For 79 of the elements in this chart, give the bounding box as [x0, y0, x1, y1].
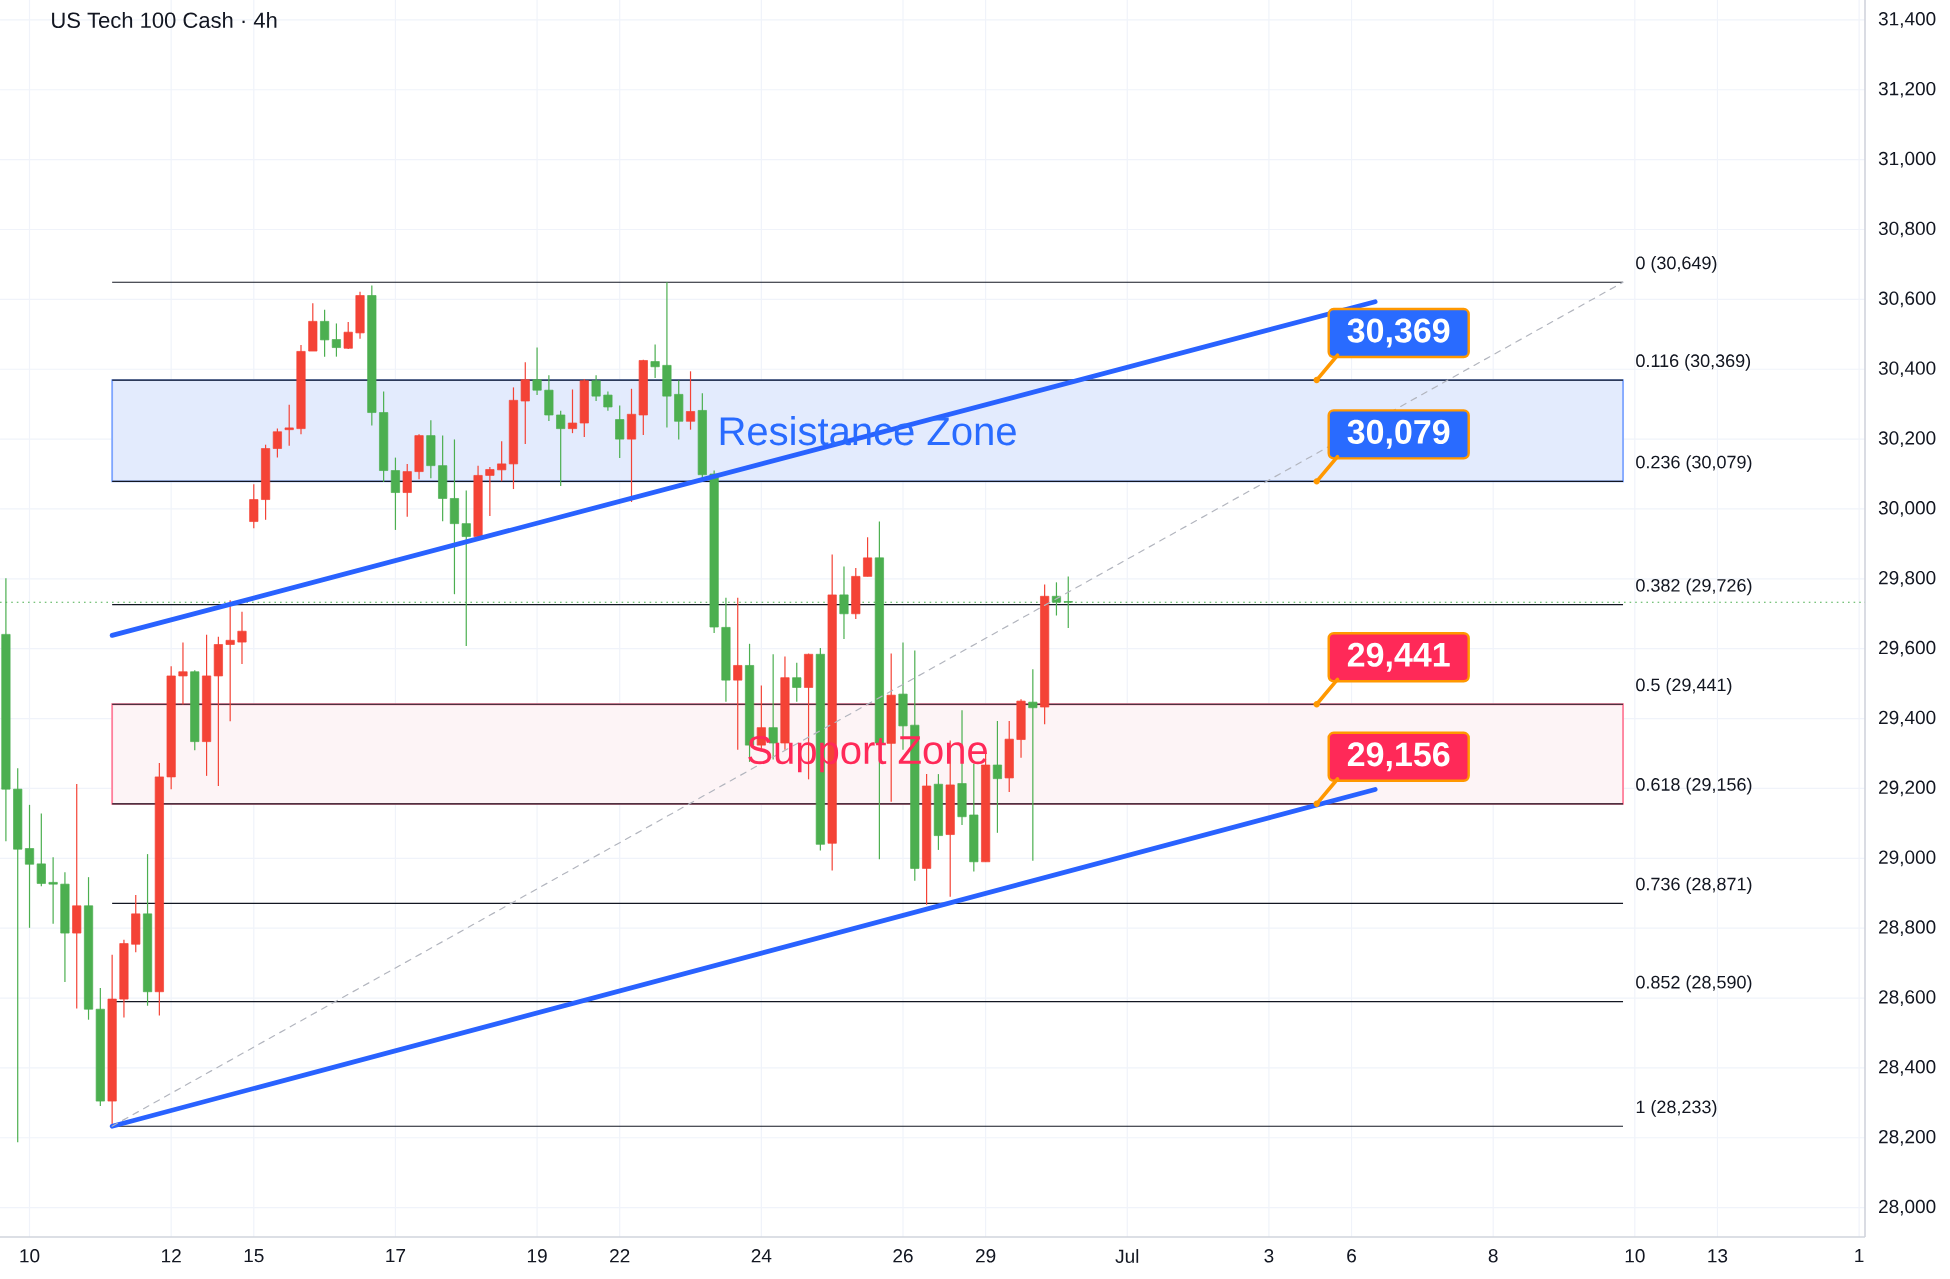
y-tick-label: 30,600 [1878, 291, 1936, 308]
x-tick-label: 10 [1625, 1249, 1645, 1263]
y-tick-label: 29,400 [1879, 710, 1936, 727]
x-tick-label: 10 [20, 1249, 40, 1263]
x-tick-label: 26 [893, 1249, 913, 1263]
ref-line-label: 0.736 (28,871) [1636, 877, 1752, 894]
y-tick-label: 29,200 [1879, 780, 1936, 797]
y-tick-label: 29,000 [1879, 850, 1936, 867]
annotation: 30,079 [1347, 419, 1450, 449]
annotation: 29,156 [1347, 742, 1450, 772]
candlestick [615, 404, 625, 459]
chart-title: US Tech 100 Cash · 4h [52, 11, 277, 29]
y-tick-label: 31,400 [1878, 12, 1936, 28]
x-tick-label: 8 [1488, 1249, 1498, 1263]
y-tick-label: 29,600 [1879, 640, 1936, 657]
y-tick-label: 28,400 [1879, 1060, 1936, 1076]
ref-line-label: 0.618 (29,156) [1636, 777, 1752, 795]
candlestick [390, 457, 400, 531]
y-tick-label: 30,000 [1878, 501, 1936, 517]
candlestick [402, 463, 412, 518]
candlestick [863, 536, 873, 577]
candlestick [331, 322, 341, 358]
y-tick-label: 30,800 [1878, 221, 1936, 238]
candlestick [343, 321, 353, 350]
x-tick-label: 13 [1708, 1249, 1728, 1263]
candlestick [556, 410, 566, 487]
x-tick-label: 19 [527, 1249, 547, 1263]
ref-line-label: 0.382 (29,726) [1636, 578, 1752, 596]
annotation: 30,369 [1347, 318, 1450, 348]
candlestick [992, 720, 1002, 834]
x-tick-label: 22 [610, 1249, 630, 1263]
y-tick-label: 28,800 [1879, 920, 1936, 937]
ref-line-label: 0.236 (30,079) [1636, 455, 1752, 472]
candlestick [249, 483, 259, 529]
candlestick [685, 370, 696, 431]
candlestick [650, 343, 660, 379]
ref-line-label: 0 (30,649) [1636, 256, 1717, 273]
candlestick [532, 346, 542, 396]
x-tick-label: 1 [1855, 1249, 1864, 1263]
candlestick [733, 597, 743, 751]
x-tick-label: 15 [244, 1249, 264, 1263]
y-tick-label: 28,000 [1879, 1199, 1936, 1216]
candlestick [1028, 668, 1038, 862]
candlestick [284, 404, 294, 447]
candlestick [485, 466, 495, 517]
candlestick [497, 440, 507, 482]
y-tick-label: 28,600 [1879, 990, 1936, 1006]
ref-line-label: 1 (28,233) [1636, 1100, 1717, 1117]
ref-line-label: 0.5 (29,441) [1636, 678, 1732, 695]
y-tick-label: 29,800 [1879, 570, 1936, 587]
candlestick [461, 489, 471, 647]
candlestick [36, 812, 46, 887]
y-tick-label: 30,400 [1878, 361, 1936, 378]
x-tick-label: 17 [386, 1249, 406, 1263]
x-tick-label: 12 [162, 1249, 181, 1263]
candlestick [225, 599, 235, 722]
candlestick [320, 309, 330, 358]
y-tick-label: 31,200 [1878, 81, 1936, 98]
x-tick-label: 24 [751, 1249, 772, 1263]
x-tick-label: 29 [976, 1249, 996, 1263]
candlestick [591, 374, 601, 402]
x-tick-label: Jul [1115, 1249, 1139, 1264]
y-tick-label: 28,200 [1879, 1129, 1936, 1146]
candlestick [272, 428, 282, 459]
annotation: 29,441 [1347, 642, 1450, 672]
candlestick [567, 388, 578, 434]
x-tick-label: 3 [1264, 1249, 1274, 1263]
y-tick-label: 31,000 [1878, 151, 1936, 168]
candlestick [520, 361, 530, 445]
candlestick [237, 611, 247, 665]
y-tick-label: 30,200 [1878, 431, 1936, 447]
ref-line-label: 0.116 (30,369) [1636, 353, 1751, 371]
candlestick [48, 856, 58, 925]
candlestick [792, 662, 802, 703]
ref-line-label: 0.852 (28,590) [1636, 975, 1752, 993]
x-tick-label: 6 [1347, 1249, 1356, 1263]
candlestick [603, 390, 613, 412]
candlestick [24, 804, 35, 929]
candlestick [178, 641, 188, 706]
